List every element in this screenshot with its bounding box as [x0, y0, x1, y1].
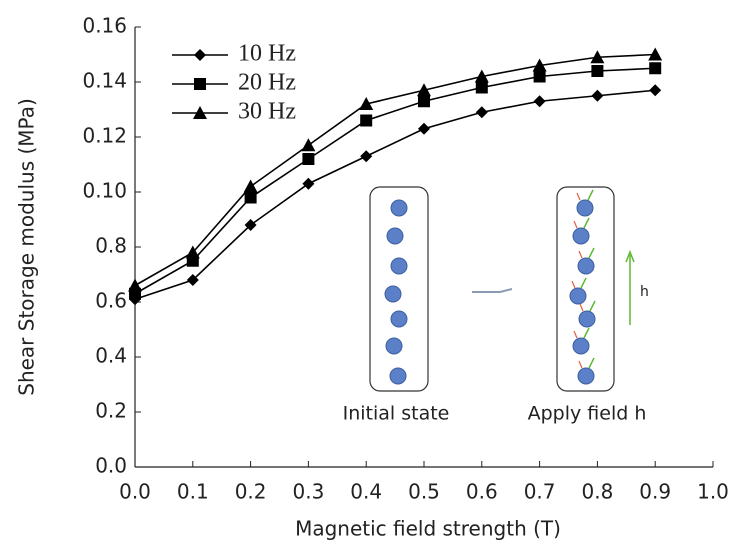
marker: [417, 83, 431, 97]
initial-box: [369, 186, 429, 392]
series-line: [134, 67, 656, 295]
y-tick-label: 0.16: [82, 14, 127, 38]
marker: [591, 65, 604, 77]
x-tick-label: 0.1: [177, 480, 209, 504]
x-tick-label: 0.2: [235, 480, 267, 504]
marker: [533, 70, 546, 83]
x-tick-label: 0.4: [350, 480, 382, 504]
marker: [193, 106, 207, 119]
x-tick-label: 0.6: [466, 480, 498, 504]
field-box: [556, 186, 615, 392]
x-tick-label: 0.8: [581, 480, 613, 504]
marker: [648, 47, 663, 61]
marker: [194, 78, 206, 90]
moment-arrows: [571, 192, 584, 369]
marker: [590, 50, 605, 64]
y-tick-label: 0.2: [95, 399, 127, 423]
x-tick-label: 0.7: [524, 480, 556, 504]
y-tick-label: 0.0: [95, 454, 127, 478]
marker: [418, 122, 430, 135]
marker: [418, 95, 430, 108]
marker: [194, 49, 206, 61]
marker: [301, 138, 316, 152]
inset-diagram: Initial state Apply field h h: [343, 186, 649, 425]
x-tick-label: 0.0: [119, 480, 151, 504]
y-tick-label: 0.8: [95, 234, 127, 258]
marker: [591, 89, 604, 102]
marker: [475, 81, 488, 94]
marker: [244, 219, 257, 231]
y-axis-label: Shear Storage modulus (MPa): [15, 98, 39, 396]
transition-arrow: [472, 288, 513, 293]
marker: [649, 84, 662, 97]
marker: [474, 69, 489, 83]
marker: [302, 153, 315, 165]
marker: [186, 274, 199, 286]
y-tick-label: 0.4: [95, 344, 127, 368]
series-line: [134, 89, 656, 301]
x-axis-label: Magnetic field strength (T): [295, 517, 561, 541]
marker: [128, 278, 142, 292]
legend-label: 10 Hz: [238, 41, 296, 67]
marker: [185, 245, 200, 259]
x-tick-label: 0.3: [292, 480, 324, 504]
marker: [360, 114, 373, 127]
marker: [475, 106, 488, 119]
annotation: h: [640, 284, 649, 300]
marker: [302, 177, 315, 190]
x-tick-label: 1.0: [697, 480, 729, 504]
x-tick-label: 0.5: [408, 480, 440, 504]
y-tick-label: 0.6: [95, 289, 127, 313]
series-line: [134, 53, 656, 287]
annotation: Apply field h: [528, 403, 647, 425]
y-tick-label: 0.14: [82, 69, 127, 93]
marker: [359, 97, 374, 110]
marker: [244, 191, 257, 204]
y-tick-label: 0.12: [82, 124, 127, 148]
annotation: Initial state: [343, 403, 450, 425]
field-arrows: [580, 189, 635, 369]
y-tick-label: 0.10: [82, 179, 127, 203]
marker: [532, 58, 547, 72]
marker: [649, 62, 662, 75]
x-tick-label: 0.9: [639, 480, 671, 504]
particles: [384, 199, 596, 385]
legend-label: 30 Hz: [238, 99, 296, 125]
legend-label: 20 Hz: [238, 70, 296, 96]
marker: [360, 150, 373, 163]
marker: [533, 95, 546, 108]
marker: [243, 179, 258, 193]
